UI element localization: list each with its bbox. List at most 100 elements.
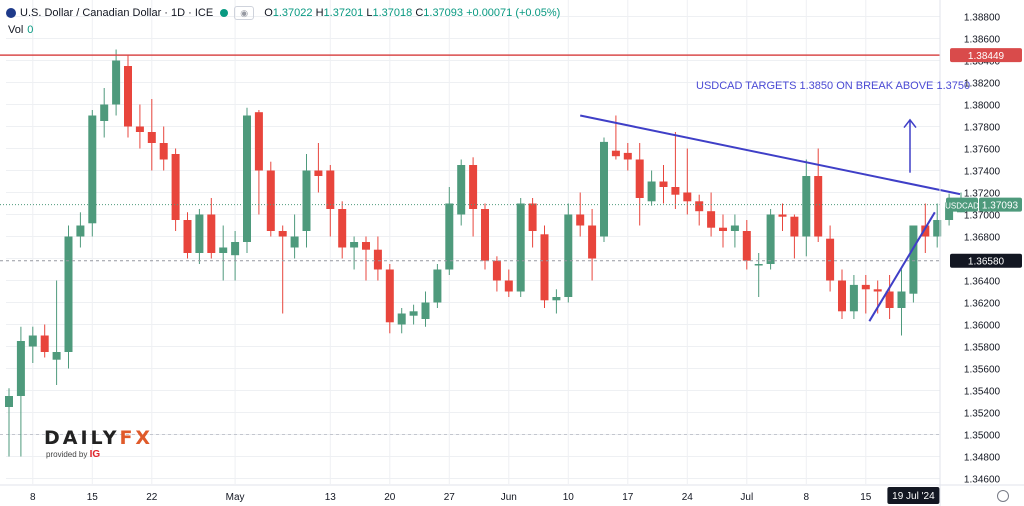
- candle-body-up: [64, 236, 73, 352]
- y-tick-label: 1.37600: [964, 145, 1001, 156]
- candle-body-down: [135, 126, 144, 132]
- candle-body-down: [338, 209, 347, 248]
- candle-body-down: [314, 170, 323, 176]
- x-tick-label: 15: [860, 492, 872, 503]
- x-tick-label: 8: [804, 492, 810, 503]
- symbol-legend: U.S. Dollar / Canadian Dollar · 1D · ICE…: [6, 6, 560, 20]
- y-tick-label: 1.37200: [964, 189, 1001, 200]
- candle-body-up: [397, 313, 406, 325]
- candle-body-up: [112, 60, 121, 105]
- candle-body-up: [76, 225, 85, 237]
- arrow-head-icon: [903, 118, 917, 129]
- candle-body-down: [921, 225, 930, 237]
- candle-body-down: [742, 231, 751, 261]
- y-tick-label: 1.36200: [964, 299, 1001, 310]
- y-tick-label: 1.36400: [964, 277, 1001, 288]
- y-tick-label: 1.38800: [964, 13, 1001, 24]
- symbol-title[interactable]: U.S. Dollar / Canadian Dollar · 1D · ICE: [20, 7, 214, 19]
- candle-body-down: [635, 159, 644, 198]
- y-tick-label: 1.38200: [964, 79, 1001, 90]
- candle-body-up: [302, 170, 311, 231]
- candle-body-up: [350, 242, 359, 248]
- candle-body-down: [814, 176, 823, 237]
- last-price-label: 1.37093: [982, 201, 1019, 212]
- flag-icon: [6, 8, 16, 18]
- x-tick-label: 15: [87, 492, 99, 503]
- candle-body-down: [528, 203, 537, 231]
- candle-body-down: [40, 335, 49, 352]
- candle-body-up: [290, 236, 299, 248]
- y-tick-label: 1.36800: [964, 233, 1001, 244]
- candle-body-up: [16, 341, 25, 396]
- candle-body-down: [623, 152, 632, 160]
- y-tick-label: 1.37000: [964, 211, 1001, 222]
- visibility-icon[interactable]: ◉: [234, 6, 255, 20]
- symbol-tag: [946, 197, 978, 212]
- symbol-tag-label: USDCAD: [945, 202, 979, 211]
- resistance-price-tag: [950, 48, 1022, 63]
- resistance-price-label: 1.38449: [968, 51, 1005, 62]
- candle-body-down: [504, 280, 513, 292]
- candle-body-up: [231, 242, 240, 256]
- candle-body-up: [754, 264, 763, 266]
- candle-body-down: [326, 170, 335, 209]
- candle-body-down: [124, 66, 132, 127]
- candle-body-up: [195, 214, 204, 253]
- y-tick-label: 1.37800: [964, 123, 1001, 134]
- candle-body-down: [492, 260, 501, 281]
- x-tick-label: May: [226, 492, 245, 503]
- y-tick-label: 1.35600: [964, 365, 1001, 376]
- candle-body-up: [409, 311, 418, 316]
- market-status-icon: [220, 9, 229, 17]
- y-tick-label: 1.35400: [964, 387, 1001, 398]
- candle-body-up: [849, 284, 858, 312]
- candle-body-up: [564, 214, 573, 297]
- candle-body-up: [802, 176, 811, 237]
- price-axis: 1.388001.386001.384001.382001.380001.378…: [939, 0, 1022, 506]
- candle-body-up: [897, 291, 906, 308]
- x-tick-label: 20: [384, 492, 396, 503]
- candle-body-down: [207, 214, 216, 253]
- candle-body-up: [445, 203, 454, 270]
- x-tick-label: 22: [146, 492, 158, 503]
- candle-body-down: [373, 249, 382, 270]
- candle-body-up: [766, 214, 775, 264]
- chart-annotation: USDCAD TARGETS 1.3850 ON BREAK ABOVE 1.3…: [696, 80, 971, 92]
- candle-body-up: [457, 165, 466, 215]
- candle-body-down: [266, 170, 275, 231]
- candle-body-down: [671, 187, 680, 195]
- candle-body-down: [873, 289, 882, 292]
- y-tick-label: 1.34800: [964, 453, 1001, 464]
- x-tick-label: 17: [622, 492, 634, 503]
- settings-icon[interactable]: [997, 490, 1009, 502]
- date-badge-label: 19 Jul '24: [892, 491, 935, 502]
- candle-body-down: [183, 220, 192, 253]
- candle-body-up: [516, 203, 525, 292]
- candle-body-down: [683, 192, 692, 202]
- candle-body-down: [159, 143, 168, 160]
- candle-body-down: [611, 150, 620, 157]
- candle-body-down: [695, 201, 704, 212]
- candle-body-down: [385, 269, 394, 323]
- grid-lines: [0, 0, 940, 484]
- volume-legend: Vol 0: [8, 24, 34, 36]
- candle-body-down: [719, 227, 727, 231]
- y-tick-label: 1.35000: [964, 431, 1001, 442]
- candle-body-up: [552, 297, 561, 301]
- trend-lines: [0, 54, 961, 322]
- x-tick-label: 10: [563, 492, 575, 503]
- candle-body-up: [5, 396, 13, 407]
- candle-body-up: [28, 335, 37, 347]
- y-tick-label: 1.36000: [964, 321, 1001, 332]
- y-tick-label: 1.35800: [964, 343, 1001, 354]
- candle-body-down: [659, 181, 668, 187]
- candle-body-down: [885, 291, 894, 308]
- candle-body-down: [481, 209, 489, 261]
- candle-body-up: [909, 225, 918, 294]
- date-badge: [887, 487, 940, 504]
- candle-body-down: [778, 214, 787, 217]
- candle-body-down: [790, 216, 799, 237]
- y-tick-label: 1.34600: [964, 475, 1001, 486]
- candle-body-up: [52, 352, 61, 360]
